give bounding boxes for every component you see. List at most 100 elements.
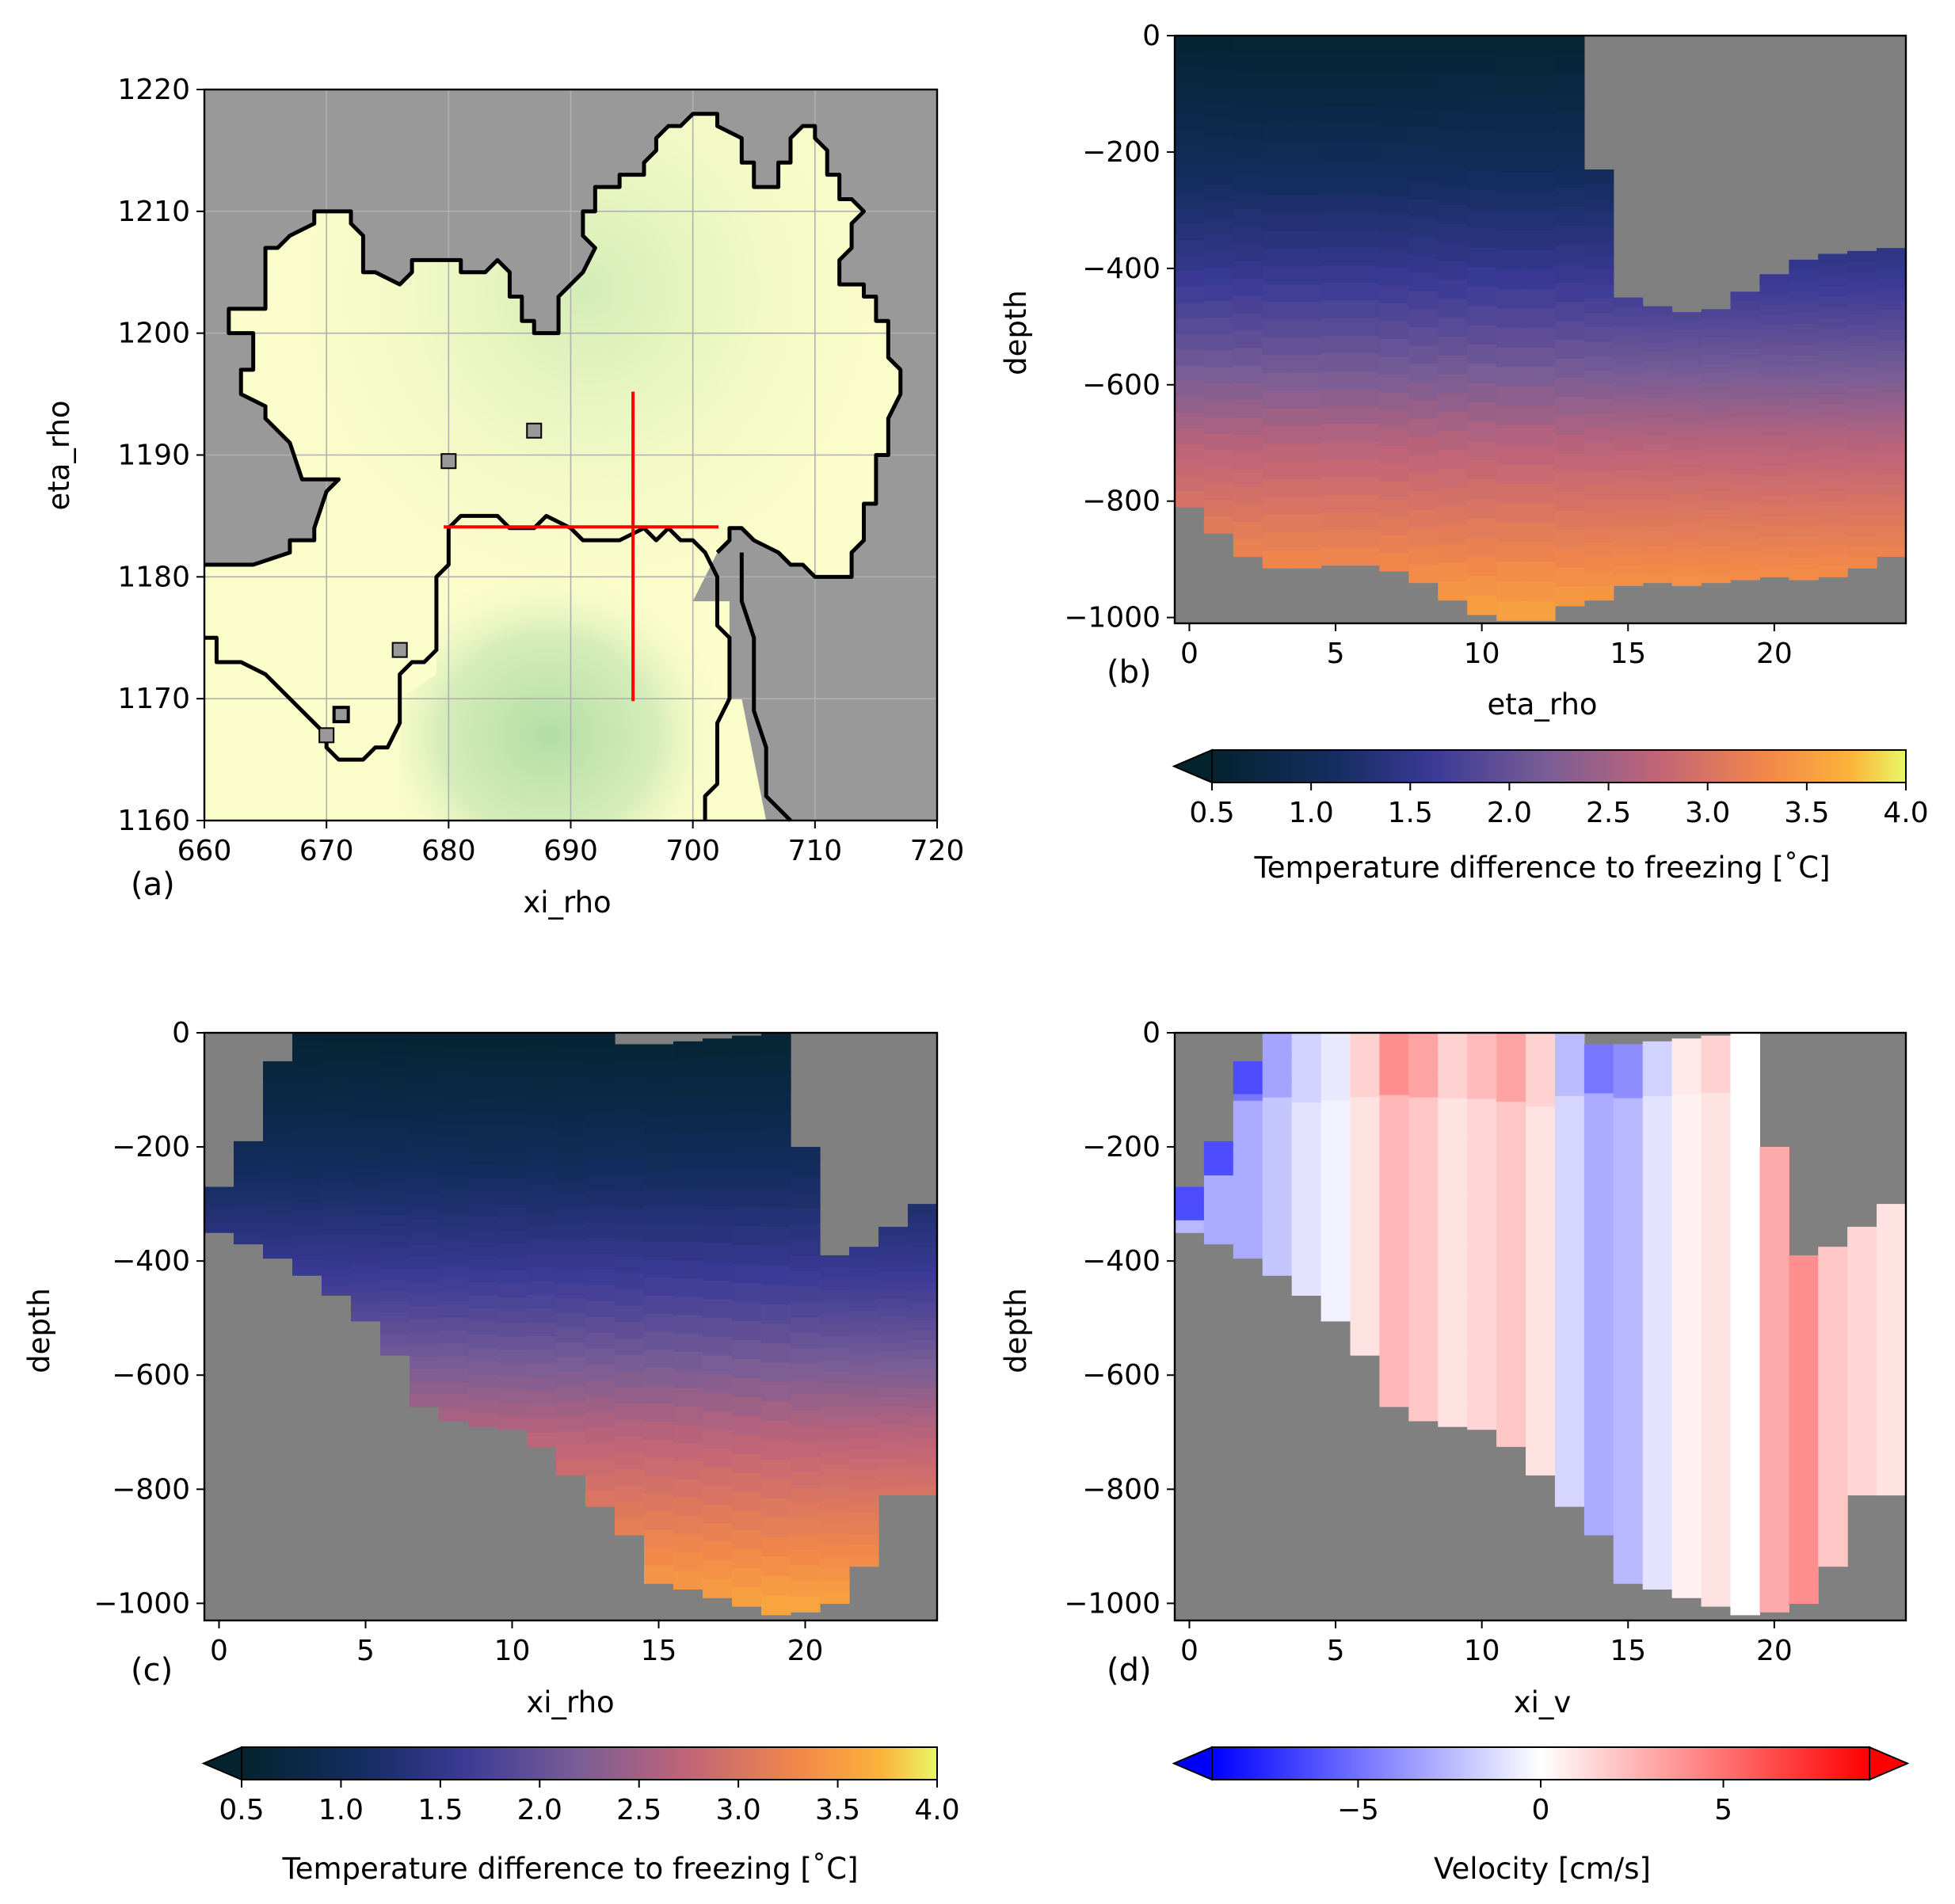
section-cell <box>1350 353 1381 372</box>
section-cell <box>1877 1359 1907 1369</box>
section-cell <box>703 1094 733 1114</box>
section-cell <box>1496 1074 1526 1089</box>
section-cell <box>585 1143 615 1160</box>
section-cell <box>615 1125 645 1143</box>
section-cell <box>1291 355 1322 374</box>
section-cell <box>1262 425 1293 444</box>
section-cell <box>1262 1033 1293 1041</box>
colorbar-frame <box>241 1746 938 1780</box>
section-cell <box>1203 1213 1234 1217</box>
section-cell <box>1613 527 1644 539</box>
section-cell <box>1350 158 1381 177</box>
section-cell <box>1526 133 1556 154</box>
section-cell <box>1320 1148 1351 1159</box>
section-cell <box>1730 1556 1760 1577</box>
section-cell <box>1379 392 1409 411</box>
section-cell <box>1233 36 1263 54</box>
section-cell <box>615 1485 645 1503</box>
section-cell <box>1203 1175 1234 1180</box>
section-cell <box>1583 1453 1614 1470</box>
section-cell <box>439 1291 469 1305</box>
section-cell <box>908 1310 938 1321</box>
section-cell <box>1642 1133 1673 1152</box>
section-cell <box>1350 512 1381 531</box>
section-cell <box>1175 1228 1205 1230</box>
section-cell <box>1320 1110 1351 1120</box>
section-cell <box>1730 348 1760 360</box>
section-cell <box>878 1441 909 1451</box>
section-cell <box>1671 394 1702 404</box>
section-cell <box>1233 365 1263 383</box>
section-cell <box>292 1129 322 1139</box>
section-cell <box>1496 211 1526 231</box>
section-cell <box>1496 1087 1526 1102</box>
y-tick-label: 1170 <box>117 683 190 715</box>
section-cell <box>1438 355 1468 375</box>
section-cell <box>1583 1420 1614 1438</box>
section-cell <box>292 1057 322 1066</box>
section-cell <box>1759 1518 1789 1535</box>
section-cell <box>1554 472 1585 493</box>
y-tick-label: 1200 <box>117 318 190 350</box>
section-cell <box>1671 531 1702 541</box>
section-cell <box>1671 1094 1702 1114</box>
section-cell <box>1818 1556 1848 1567</box>
section-cell <box>1262 408 1293 427</box>
section-cell <box>1789 462 1819 474</box>
section-cell <box>585 1364 615 1381</box>
section-cell <box>468 1361 498 1375</box>
section-cell <box>1379 410 1409 429</box>
section-cell <box>1379 71 1409 90</box>
section-cell <box>1847 1369 1877 1380</box>
section-cell <box>1526 328 1556 348</box>
section-cell <box>1496 1336 1526 1351</box>
section-cell <box>556 1372 586 1388</box>
section-cell <box>1438 337 1468 356</box>
section-cell <box>439 1342 469 1357</box>
section-cell <box>1526 1136 1556 1152</box>
section-cell <box>1350 1205 1381 1217</box>
section-cell <box>204 1194 234 1197</box>
section-cell <box>497 1350 528 1364</box>
section-cell <box>1642 1498 1673 1517</box>
section-cell <box>322 1041 352 1051</box>
section-cell <box>1203 1192 1234 1197</box>
section-cell <box>1877 310 1907 321</box>
section-cell <box>1847 1361 1877 1371</box>
section-cell <box>732 1263 762 1284</box>
section-cell <box>1379 1095 1409 1108</box>
section-cell <box>1789 270 1819 282</box>
section-cell <box>1467 421 1497 442</box>
section-cell <box>1701 519 1732 529</box>
section-cell <box>1408 1278 1439 1293</box>
section-cell <box>351 1273 381 1283</box>
section-cell <box>351 1253 381 1264</box>
section-cell <box>1291 124 1322 143</box>
section-cell <box>1789 1406 1819 1418</box>
section-cell <box>1642 1534 1673 1553</box>
section-cell <box>292 1114 322 1122</box>
section-cell <box>1291 1163 1322 1174</box>
section-cell <box>615 1207 645 1225</box>
section-cell <box>1583 1437 1614 1454</box>
section-cell <box>878 1298 909 1308</box>
section-cell <box>615 1339 645 1356</box>
section-cell <box>1583 543 1614 558</box>
section-cell <box>673 1278 703 1298</box>
y-axis-label-c: depth <box>22 1288 56 1373</box>
section-cell <box>1526 1460 1556 1476</box>
section-cell <box>1262 1178 1293 1187</box>
section-cell <box>1496 425 1526 446</box>
section-cell <box>1350 1064 1381 1076</box>
section-cell <box>263 1172 293 1180</box>
section-cell <box>1701 1415 1732 1436</box>
section-cell <box>1759 1317 1789 1334</box>
section-cell <box>322 1251 352 1261</box>
section-cell <box>1701 1472 1732 1493</box>
section-cell <box>1818 275 1848 287</box>
section-cell <box>527 1102 557 1117</box>
section-cell <box>1467 1376 1497 1391</box>
section-cell <box>1818 318 1848 330</box>
section-cell <box>1701 455 1732 465</box>
section-cell <box>1408 291 1439 310</box>
